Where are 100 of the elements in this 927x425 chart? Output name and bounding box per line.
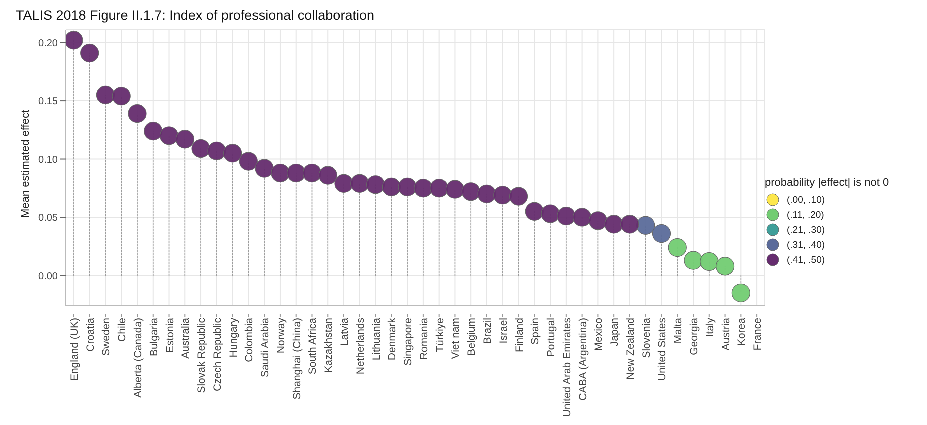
- legend-label: (.00, .10): [787, 194, 826, 206]
- point: [144, 122, 163, 141]
- x-tick-label: Portugal: [546, 318, 558, 358]
- point: [334, 174, 354, 194]
- x-tick-label: France: [752, 318, 764, 351]
- point: [192, 139, 210, 158]
- x-tick-label: Bulgaria: [148, 318, 160, 357]
- point: [414, 179, 433, 198]
- x-tick-label: Brazil: [482, 318, 494, 344]
- x-tick-label: Netherlands: [354, 318, 367, 375]
- point: [700, 252, 719, 272]
- x-tick-label: Alberta (Canada): [132, 318, 144, 398]
- x-tick-label: Hungary: [228, 317, 240, 358]
- point: [398, 178, 417, 197]
- point: [446, 180, 465, 199]
- y-tick-label: 0.10: [38, 154, 58, 166]
- x-tick-label: Georgia: [688, 318, 701, 356]
- y-tick-label: 0.05: [38, 213, 58, 224]
- x-tick-label: New Zealand: [624, 318, 637, 380]
- x-tick-label: England (UK): [68, 318, 81, 382]
- point: [208, 142, 226, 160]
- point: [302, 164, 322, 183]
- point: [224, 144, 242, 163]
- x-tick-label: South Africa: [307, 318, 320, 375]
- x-tick-label: United Arab Emirates: [561, 318, 574, 418]
- x-tick-label: Denmark: [386, 317, 399, 361]
- point: [80, 44, 100, 63]
- x-tick-label: Lithuania: [370, 318, 383, 361]
- legend-label: (.21, .30): [787, 224, 826, 236]
- x-tick-label: Latvia: [339, 318, 352, 346]
- x-tick-label: Kazakhstan: [323, 318, 336, 373]
- x-tick-label: Shanghai (China): [291, 318, 304, 400]
- point: [366, 176, 386, 194]
- point: [255, 159, 274, 178]
- x-tick-label: Romania: [418, 318, 430, 360]
- point: [128, 104, 147, 124]
- point: [160, 126, 179, 146]
- point: [588, 212, 608, 230]
- point: [525, 202, 544, 221]
- x-tick-label: Slovenia: [640, 318, 653, 358]
- x-tick-label: Spain: [530, 318, 542, 345]
- y-tick-label: 0.20: [38, 38, 58, 50]
- point: [494, 186, 512, 205]
- x-tick-label: Belgium: [466, 318, 478, 356]
- x-tick-label: Korea: [736, 318, 748, 346]
- point: [112, 87, 131, 106]
- point: [430, 179, 449, 198]
- point: [604, 215, 624, 234]
- point: [541, 204, 560, 224]
- chart-title: TALIS 2018 Figure II.1.7: Index of professional collaboration: [16, 8, 376, 25]
- x-tick-label: Japan: [609, 318, 622, 347]
- point: [96, 86, 116, 105]
- x-tick-label: Austria: [720, 318, 732, 351]
- x-tick-label: Finland: [514, 318, 526, 352]
- point: [620, 215, 640, 234]
- y-axis-title: Mean estimated effect: [20, 110, 32, 218]
- x-tick-label: Italy: [704, 317, 716, 338]
- point: [652, 224, 672, 244]
- legend-title: probability |effect| is not 0: [765, 176, 890, 188]
- x-tick-label: Czech Republic: [212, 318, 224, 392]
- x-tick-label: Israel: [498, 318, 510, 344]
- point: [716, 257, 735, 276]
- point: [382, 178, 401, 197]
- point: [239, 152, 258, 171]
- x-tick-label: Saudi Arabia: [260, 318, 272, 378]
- x-tick-label: Singapore: [402, 318, 415, 366]
- x-tick-label: Slovak Republic: [196, 318, 208, 394]
- point: [318, 166, 338, 185]
- point: [573, 208, 592, 227]
- point: [271, 164, 290, 183]
- x-tick-label: Estonia: [164, 318, 176, 354]
- x-tick-label: Viet nam: [450, 318, 462, 360]
- point: [287, 164, 306, 183]
- point: [668, 238, 687, 258]
- point: [478, 184, 496, 204]
- x-tick-label: United States: [656, 318, 669, 382]
- point: [462, 182, 480, 202]
- x-tick-label: Colombia: [244, 318, 256, 362]
- point: [509, 187, 528, 206]
- point: [66, 31, 84, 50]
- point: [176, 130, 194, 149]
- point: [684, 251, 703, 270]
- x-tick-label: Chile: [116, 318, 129, 342]
- x-tick-label: Australia: [180, 318, 192, 359]
- x-tick-label: Croatia: [84, 318, 97, 352]
- point: [636, 216, 656, 235]
- y-tick-label: 0.00: [38, 271, 58, 282]
- x-tick-label: Norway: [275, 317, 288, 354]
- y-tick-label: 0.15: [38, 96, 58, 108]
- x-tick-label: CABA (Argentina): [577, 318, 590, 401]
- legend-label: (.31, .40): [787, 240, 826, 250]
- x-tick-label: Malta: [672, 318, 685, 344]
- point: [557, 207, 576, 226]
- legend-label: (.41, .50): [787, 254, 826, 266]
- point: [350, 174, 370, 194]
- x-tick-label: Sweden: [100, 318, 113, 356]
- x-tick-label: Mexico: [593, 318, 606, 352]
- legend-label: (.11, .20): [787, 210, 824, 220]
- x-tick-label: Türkiye: [434, 318, 446, 352]
- point: [732, 284, 750, 302]
